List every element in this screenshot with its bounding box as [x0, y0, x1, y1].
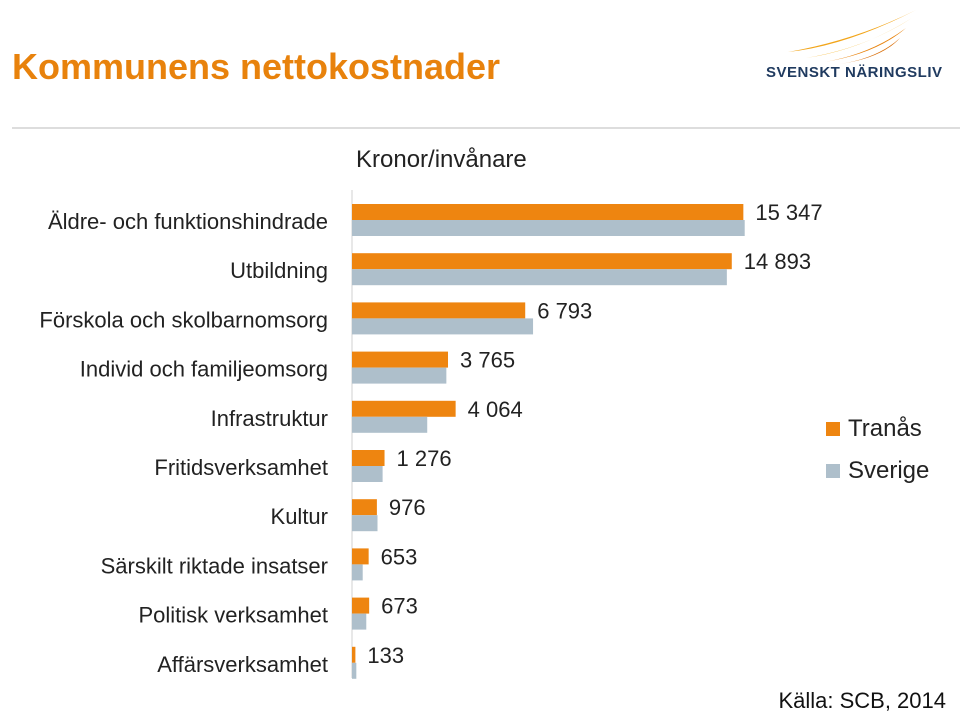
bar-series-2 — [352, 466, 383, 482]
bar-series-2 — [352, 564, 363, 581]
bar-series-2 — [352, 662, 357, 679]
chart-legend: Tranås Sverige — [826, 408, 929, 492]
bar-series-1 — [352, 548, 369, 565]
bar-chart: Äldre- och funktionshindrade 15 347 Utbild… — [39, 190, 823, 679]
category-label: Infrastruktur — [211, 406, 328, 431]
category-label: Individ och familjeomsorg — [80, 357, 328, 382]
data-label: 4 064 — [468, 397, 523, 422]
chart-title: Kronor/invånare — [356, 146, 527, 173]
category-label: Särskilt riktade insatser — [101, 553, 328, 578]
bar-series-1 — [352, 597, 370, 614]
legend-item-series-1: Tranås — [826, 408, 929, 450]
category-label: Politisk verksamhet — [138, 603, 328, 628]
category-label: Förskola och skolbarnomsorg — [39, 307, 328, 332]
bar-series-2 — [352, 613, 367, 630]
legend-item-series-2: Sverige — [826, 450, 929, 492]
bar-series-1 — [352, 351, 449, 368]
data-label: 1 276 — [397, 446, 452, 471]
source-note: Källa: SCB, 2014 — [778, 688, 946, 713]
category-label: Utbildning — [230, 258, 328, 283]
bar-series-2 — [352, 318, 534, 335]
data-label: 133 — [367, 643, 404, 668]
category-label: Äldre- och funktionshindrade — [48, 209, 328, 234]
legend-label-series-2: Sverige — [848, 457, 930, 484]
bar-series-2 — [352, 367, 447, 384]
bar-series-1 — [352, 302, 526, 319]
legend-swatch-series-2 — [826, 464, 840, 478]
data-label: 976 — [389, 495, 426, 520]
bar-series-1 — [352, 253, 732, 270]
data-label: 3 765 — [460, 348, 515, 373]
data-label: 6 793 — [537, 298, 592, 323]
bar-series-2 — [352, 220, 745, 236]
legend-label-series-1: Tranås — [848, 415, 922, 442]
bar-series-1 — [352, 646, 356, 663]
data-label: 15 347 — [755, 200, 822, 225]
data-label: 14 893 — [744, 249, 811, 274]
bar-series-1 — [352, 400, 456, 417]
bar-series-2 — [352, 515, 378, 532]
logo-text: SVENSKT NÄRINGSLIV — [766, 64, 943, 81]
bar-series-1 — [352, 450, 385, 466]
data-label: 653 — [381, 544, 418, 569]
header-divider — [12, 127, 960, 129]
category-label: Fritidsverksamhet — [154, 455, 328, 480]
bar-series-1 — [352, 204, 744, 220]
data-label: 673 — [381, 594, 418, 619]
category-label: Affärsverksamhet — [157, 652, 328, 677]
bar-series-2 — [352, 269, 727, 286]
bar-series-1 — [352, 499, 377, 516]
legend-swatch-series-1 — [826, 422, 840, 436]
bar-series-2 — [352, 416, 428, 433]
page-title: Kommunens nettokostnader — [12, 46, 501, 87]
category-label: Kultur — [271, 504, 328, 529]
